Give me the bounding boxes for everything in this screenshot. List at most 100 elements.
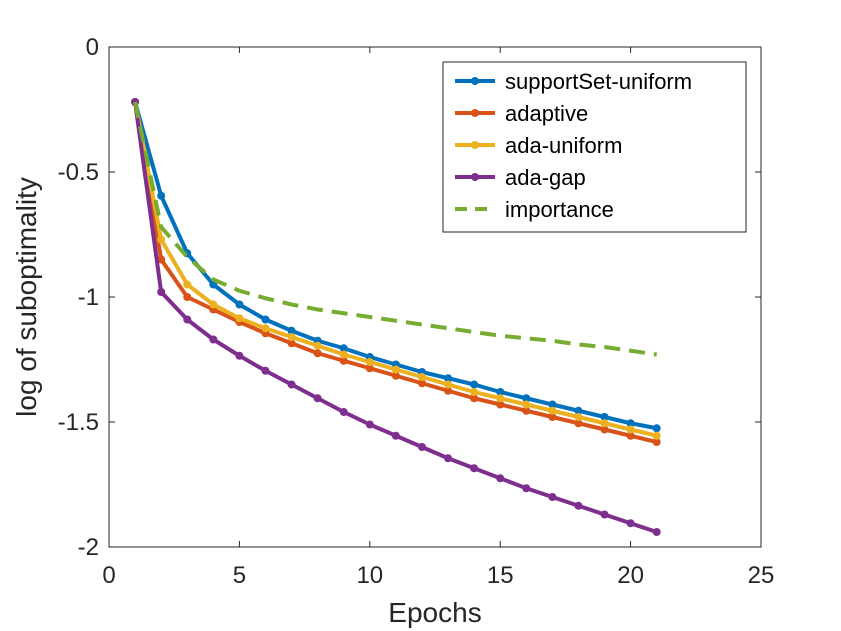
data-point: [235, 351, 244, 360]
series-ada-gap: [131, 98, 661, 536]
data-point: [157, 288, 166, 296]
y-tick-label: -0.5: [58, 159, 99, 186]
legend-entry-ada-gap: ada-gap: [455, 165, 586, 190]
data-point: [574, 406, 583, 415]
legend-marker: [471, 77, 479, 85]
x-tick-label: 25: [748, 562, 775, 589]
data-point: [183, 315, 192, 324]
data-point: [391, 365, 400, 374]
data-point: [313, 349, 322, 358]
data-point: [626, 419, 635, 428]
legend-label: ada-uniform: [505, 133, 622, 158]
legend-label: importance: [505, 197, 614, 222]
data-point: [261, 315, 270, 324]
legend: supportSet-uniform adaptive ada-uniform ada…: [442, 61, 747, 233]
data-point: [261, 366, 270, 375]
data-point: [183, 293, 192, 301]
data-point: [444, 386, 453, 395]
data-point: [157, 255, 166, 264]
data-point: [287, 333, 296, 341]
data-point: [652, 424, 661, 433]
series-ada-uniform: [131, 98, 661, 440]
data-point: [600, 419, 609, 428]
data-point: [287, 339, 296, 348]
data-point: [574, 501, 583, 510]
y-tick-label: 0: [86, 34, 99, 61]
data-point: [339, 344, 348, 353]
legend-entry-supportset-uniform: supportSet-uniform: [455, 69, 692, 94]
data-point: [470, 380, 479, 389]
x-tick-label: 10: [356, 562, 383, 589]
data-point: [548, 493, 557, 501]
data-point: [548, 413, 557, 421]
data-point: [261, 324, 270, 333]
data-point: [157, 191, 166, 200]
data-point: [444, 374, 453, 383]
data-point: [574, 413, 583, 421]
data-point: [339, 408, 348, 416]
data-point: [470, 388, 479, 396]
legend-marker: [471, 109, 479, 117]
data-point: [496, 394, 505, 403]
data-point: [600, 425, 609, 434]
legend-marker: [471, 141, 479, 149]
data-point: [522, 394, 531, 403]
data-point: [600, 413, 609, 421]
series-line-importance: [133, 101, 657, 357]
x-axis: 0 5 10 15 20 25: [102, 47, 774, 589]
data-point: [626, 519, 635, 528]
x-tick-label: 20: [617, 562, 644, 589]
data-point: [444, 380, 453, 389]
data-point: [652, 431, 661, 440]
data-point: [365, 420, 374, 429]
series-importance: [133, 101, 657, 357]
data-point: [548, 400, 557, 409]
data-point: [391, 431, 400, 440]
x-tick-label: 5: [233, 562, 246, 589]
data-point: [626, 425, 635, 434]
data-point: [417, 373, 426, 381]
data-point: [417, 443, 426, 451]
x-axis-title: Epochs: [388, 597, 481, 628]
data-point: [365, 358, 374, 366]
series-layer: [131, 98, 661, 536]
data-point: [313, 341, 322, 350]
data-point: [365, 364, 374, 373]
data-point: [626, 431, 635, 440]
data-point: [339, 356, 348, 365]
data-point: [522, 400, 531, 409]
data-point: [235, 300, 244, 309]
x-tick-label: 0: [102, 562, 115, 589]
y-tick-label: -1: [78, 284, 99, 311]
data-point: [496, 474, 505, 483]
y-axis-title: log of suboptimality: [11, 177, 42, 417]
data-point: [313, 394, 322, 403]
data-point: [652, 528, 661, 536]
data-point: [157, 235, 166, 244]
legend-marker: [471, 173, 479, 181]
data-point: [339, 350, 348, 359]
legend-label: supportSet-uniform: [505, 69, 692, 94]
data-point: [287, 380, 296, 389]
data-point: [496, 388, 505, 396]
series-supportset-uniform: [131, 98, 661, 433]
legend-label: adaptive: [505, 101, 588, 126]
data-point: [417, 379, 426, 388]
data-point: [209, 335, 218, 344]
data-point: [209, 300, 218, 309]
legend-entry-importance: importance: [455, 197, 614, 222]
data-point: [522, 406, 531, 415]
data-point: [652, 438, 661, 446]
y-tick-label: -2: [78, 534, 99, 561]
x-tick-label: 15: [487, 562, 514, 589]
data-point: [600, 510, 609, 519]
data-point: [574, 419, 583, 428]
data-point: [522, 484, 531, 493]
data-point: [183, 280, 192, 289]
data-point: [548, 406, 557, 415]
y-axis: 0 -0.5 -1 -1.5 -2: [58, 34, 761, 561]
data-point: [470, 394, 479, 403]
data-point: [496, 400, 505, 409]
legend-entry-adaptive: adaptive: [455, 101, 588, 126]
